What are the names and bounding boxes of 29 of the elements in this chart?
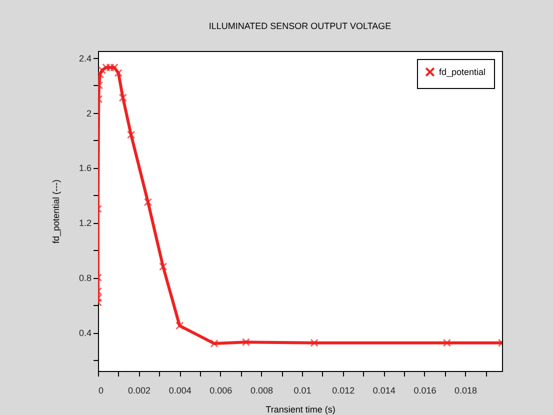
point [126,130,136,139]
point [118,94,127,102]
point [144,198,152,206]
x-tick-label: 0 [98,386,104,396]
x-tick-label: 0.002 [128,386,151,396]
y-tick-label: 2.4 [78,53,92,64]
point [210,339,218,348]
y-tick-label: 0.8 [78,273,92,284]
y-axis-title: fd_potential (---) [50,179,61,244]
x-tick-label: 0.004 [168,386,192,396]
point [242,338,250,346]
y-tick-label: 1.2 [78,218,92,228]
x-tick-label: 0.008 [250,386,273,396]
y-tick-label: 0.4 [78,328,92,338]
x-tick-label: 0.012 [332,386,355,396]
x-tick-label: 0.016 [414,386,436,396]
point [310,338,318,347]
x-tick-label: 0.006 [210,386,232,396]
point [114,68,123,78]
legend-label: fd_potential [439,67,486,77]
point [158,262,168,271]
y-tick-label: 1.6 [78,163,92,174]
x-tick-label: 0.018 [454,386,478,396]
chart-title: ILLUMINATED SENSOR OUTPUT VOLTAGE [208,21,392,31]
x-tick-label: 0.014 [372,386,396,396]
x-tick-label: 0.01 [294,386,312,396]
y-tick-label: 2 [86,108,92,118]
point [176,322,184,330]
x-axis-title: Transient time (s) [266,404,336,414]
